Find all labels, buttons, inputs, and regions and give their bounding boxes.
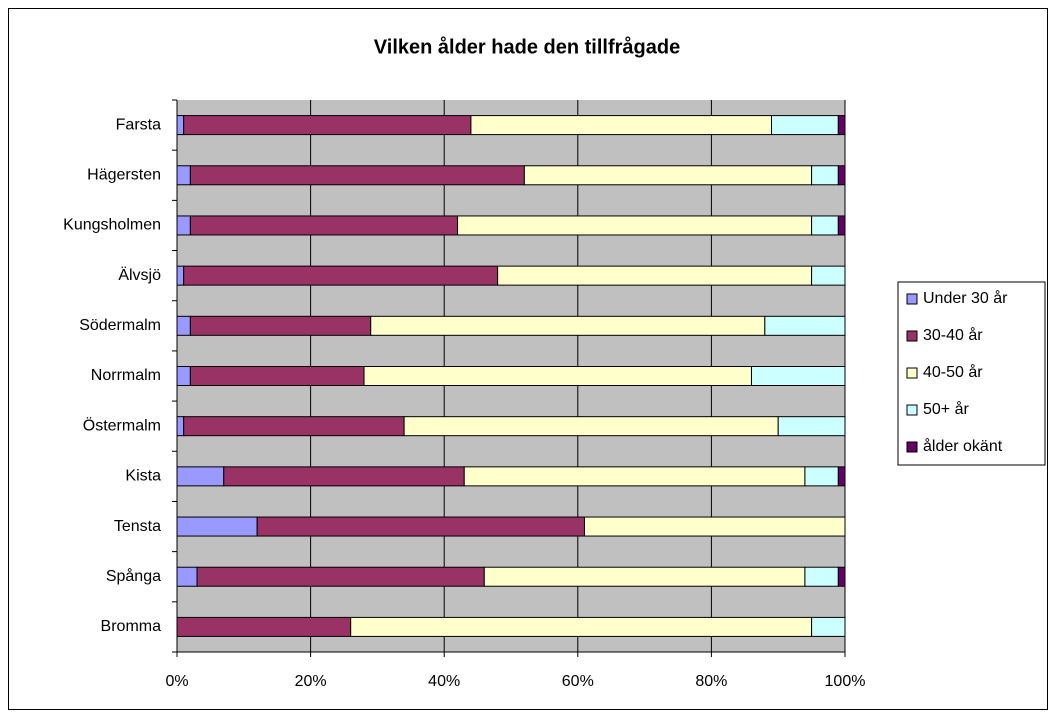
bar-segment [804,466,839,487]
bar-segment [189,366,365,386]
x-tick-label: 20% [295,673,327,690]
bar-segment [777,416,846,437]
x-tick-label: 0% [165,673,188,690]
bar-segment [837,215,846,236]
x-tick-label: 40% [428,673,460,690]
legend-label: 40-50 år [923,363,983,381]
y-tick-label: Södermalm [79,317,161,334]
legend-label: 30-40 år [923,326,983,344]
bar-segment [176,516,258,537]
bar-segment [176,165,191,186]
bar-segment [804,566,839,587]
legend-swatch [906,404,918,416]
bar-segment [176,115,185,136]
bar-segment [363,366,752,386]
bar-segment [189,315,372,336]
bar-segment [837,566,846,587]
y-tick-label: Tensta [114,518,161,535]
bar-segment [811,165,839,186]
legend-label: 50+ år [923,400,969,418]
bar-segment [176,265,185,286]
bar-segment [811,616,846,637]
bar-segment [176,466,225,487]
bar-segment [350,616,813,637]
legend-swatch [906,330,918,342]
y-tick-label: Kista [125,468,161,485]
bar-segment [764,315,846,336]
bar-segment [837,466,846,487]
bar-segment [183,115,472,136]
x-tick-label: 100% [825,673,866,690]
bar-segment [470,115,773,136]
bar-segment [370,315,766,336]
bar-segment [583,516,846,537]
bar-segment [176,366,191,386]
bar-segment [837,165,846,186]
bar-segment [183,265,499,286]
bar-segment [750,366,846,386]
y-tick-label: Norrmalm [91,367,161,384]
bar-segment [771,115,839,136]
bar-segment [176,416,185,437]
chart-title: Vilken ålder hade den tillfrågade [374,35,680,58]
legend-swatch [906,293,918,305]
bar-segment [811,215,839,236]
x-tick-label: 80% [695,673,727,690]
bar-segment [183,416,405,437]
legend-label: Under 30 år [923,289,1008,307]
bar-segment [196,566,485,587]
bar-segment [837,115,846,136]
y-tick-label: Kungsholmen [63,217,161,234]
legend-swatch [906,441,918,453]
y-tick-label: Spånga [106,567,161,585]
bar-segment [811,265,846,286]
y-tick-label: Hägersten [87,166,161,183]
bar-segment [189,215,459,236]
bar-segment [483,566,806,587]
bar-segment [176,616,352,637]
bar-segment [403,416,779,437]
bar-segment [497,265,813,286]
legend-label: ålder okänt [923,437,1003,455]
y-tick-label: Östermalm [83,416,161,434]
bar-segment [523,165,813,186]
bar-segment [189,165,525,186]
bar-segment [256,516,585,537]
bar-segment [223,466,465,487]
x-tick-label: 60% [562,673,594,690]
y-tick-label: Älvsjö [118,266,161,284]
bar-segment [176,566,198,587]
legend-swatch [906,367,918,379]
bar-segment [176,215,191,236]
y-tick-label: Bromma [101,618,162,635]
bar-segment [463,466,806,487]
legend-box [897,281,1046,466]
bar-segment [176,315,191,336]
y-tick-label: Farsta [116,116,161,133]
bar-segment [457,215,813,236]
